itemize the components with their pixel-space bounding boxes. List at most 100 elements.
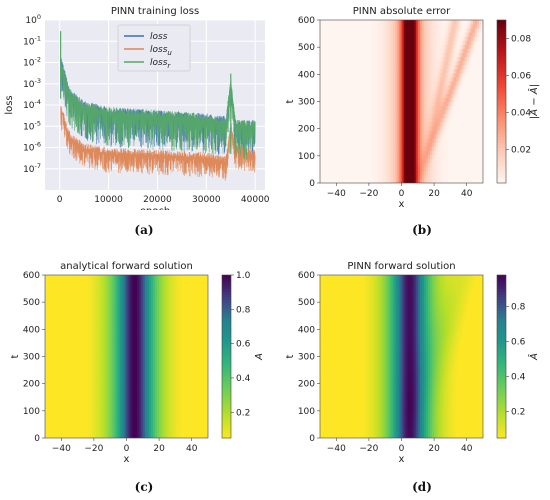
y-tick-label: 500 <box>298 298 315 308</box>
colorbar-label: Â <box>527 353 540 361</box>
x-tick-label: 20 <box>428 444 440 454</box>
x-tick-label: 0 <box>399 444 405 454</box>
chart-title: analytical forward solution <box>60 261 193 272</box>
colorbar-tick-label: 0.6 <box>511 338 526 348</box>
x-tick-label: 40 <box>461 444 473 454</box>
x-tick-label: 0 <box>57 195 63 205</box>
y-tick-label: 10-2 <box>23 56 41 69</box>
colorbar-tick-label: 0.8 <box>511 303 526 313</box>
analytical-heatmap-chart: −40 −20 0 20 400100200300400500600xtanalytic… <box>10 261 265 465</box>
chart-title: PINN absolute error <box>353 6 451 17</box>
x-tick-label: 30000 <box>192 195 221 205</box>
colorbar-tick-label: 0.2 <box>511 408 525 418</box>
chart-title: PINN training loss <box>111 6 199 17</box>
colorbar-label: |A − Â| <box>527 84 540 119</box>
x-tick-label: −40 <box>52 444 71 454</box>
y-tick-label: 300 <box>298 353 315 363</box>
y-tick-label: 10-1 <box>23 34 41 47</box>
x-tick-label: 10000 <box>94 195 123 205</box>
y-tick-label: 400 <box>23 325 40 335</box>
y-axis-label: t <box>10 354 21 358</box>
legend-entry-loss_u: lossu <box>150 45 172 57</box>
y-axis-label: t <box>285 354 296 358</box>
heatmap-field <box>45 275 208 438</box>
caption-d: (d) <box>412 480 432 494</box>
y-axis-label: t <box>285 99 296 103</box>
x-tick-label: 20 <box>428 189 440 199</box>
x-tick-label: 40000 <box>241 195 270 205</box>
caption-c: (c) <box>134 480 154 494</box>
heatmap-field <box>320 275 483 438</box>
y-tick-label: 200 <box>23 380 40 390</box>
series-line-loss_r <box>60 56 256 160</box>
colorbar-tick-label: 0.08 <box>511 35 531 45</box>
y-tick-label: 200 <box>298 380 315 390</box>
y-tick-label: 10-3 <box>23 77 41 90</box>
y-tick-label: 0 <box>309 179 315 189</box>
legend-entry-loss: loss <box>150 32 168 42</box>
colorbar-tick-label: 0.6 <box>236 340 251 350</box>
x-tick-label: 0 <box>124 444 130 454</box>
colorbar-tick-label: 0.4 <box>511 373 526 383</box>
y-tick-label: 100 <box>298 152 315 162</box>
colorbar-tick-label: 1.0 <box>236 271 251 281</box>
x-tick-label: 40 <box>461 189 473 199</box>
y-tick-label: 100 <box>298 407 315 417</box>
y-tick-label: 10-7 <box>23 162 41 175</box>
colorbar-label: A <box>254 353 265 361</box>
y-tick-label: 500 <box>23 298 40 308</box>
colorbar-frame <box>496 19 507 184</box>
y-tick-label: 200 <box>298 125 315 135</box>
y-tick-label: 600 <box>298 16 315 26</box>
colorbar-tick-label: 0.2 <box>236 408 250 418</box>
y-tick-label: 300 <box>23 353 40 363</box>
x-tick-label: −40 <box>327 444 346 454</box>
x-axis-label: x <box>399 454 405 465</box>
y-tick-label: 400 <box>298 70 315 80</box>
x-tick-label: −40 <box>327 189 346 199</box>
y-tick-label: 600 <box>298 271 315 281</box>
y-tick-label: 100 <box>25 13 41 26</box>
colorbar: 0.02 0.04 0.06 0.08 <box>496 19 531 184</box>
colorbar-tick-label: 0.02 <box>511 146 531 156</box>
colorbar-frame <box>221 274 232 439</box>
y-tick-label: 0 <box>34 434 40 444</box>
colorbar-tick-label: 0.04 <box>511 109 531 119</box>
y-tick-label: 500 <box>298 43 315 53</box>
caption-b: (b) <box>412 223 432 237</box>
colorbar-frame <box>496 274 507 439</box>
x-tick-label: −20 <box>359 189 378 199</box>
y-tick-label: 10-4 <box>23 98 41 111</box>
x-axis-label: x <box>399 199 405 210</box>
x-tick-label: −20 <box>359 444 378 454</box>
x-axis-label: epoch <box>140 206 170 210</box>
series-line-loss_u <box>60 106 256 181</box>
x-tick-label: −20 <box>84 444 103 454</box>
x-tick-label: 40 <box>186 444 198 454</box>
colorbar-tick-label: 0.06 <box>511 72 531 82</box>
y-tick-label: 10-5 <box>23 119 41 132</box>
colorbar-tick-label: 0.8 <box>236 305 251 315</box>
colorbar: 0.2 0.4 0.6 0.8 1.0 <box>221 271 251 439</box>
x-tick-label: 20 <box>153 444 165 454</box>
colorbar-tick-label: 0.4 <box>236 374 251 384</box>
x-tick-label: 20000 <box>143 195 172 205</box>
x-tick-label: 0 <box>399 189 405 199</box>
y-tick-label: 100 <box>23 407 40 417</box>
y-tick-label: 600 <box>23 271 40 281</box>
y-axis-label: loss <box>4 95 15 114</box>
y-tick-label: 400 <box>298 325 315 335</box>
heatmap-field <box>320 20 483 183</box>
y-tick-label: 10-6 <box>23 141 41 154</box>
x-axis-label: x <box>124 454 130 465</box>
colorbar: 0.2 0.4 0.6 0.8 <box>496 274 526 439</box>
legend-entry-loss_r: lossr <box>150 58 171 70</box>
caption-a: (a) <box>134 223 154 237</box>
y-tick-label: 0 <box>309 434 315 444</box>
y-tick-label: 300 <box>298 98 315 108</box>
chart-title: PINN forward solution <box>347 261 455 272</box>
loss-chart: 0 10000 20000 30000 40000 100 10-1 10-2 10-3 10-4… <box>4 6 270 210</box>
